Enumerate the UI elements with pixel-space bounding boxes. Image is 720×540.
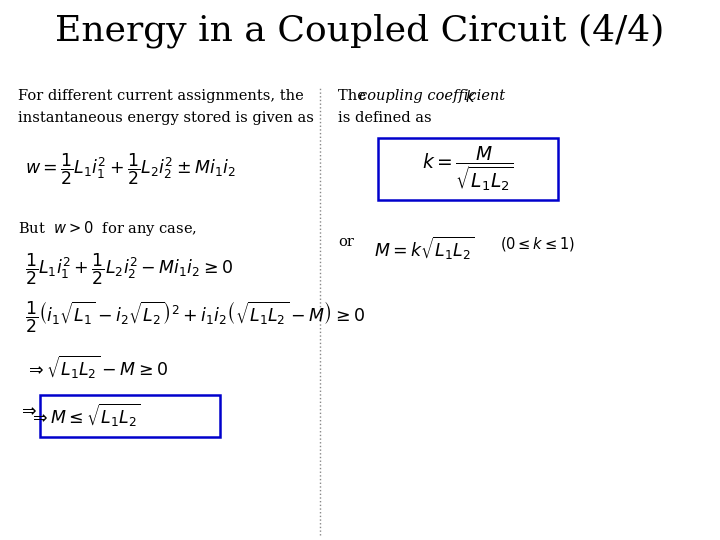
Text: $M = k\sqrt{L_1L_2}$: $M = k\sqrt{L_1L_2}$ [374,235,475,262]
Text: or: or [338,235,354,249]
Text: $(0 \leq k \leq 1)$: $(0 \leq k \leq 1)$ [500,235,575,253]
Text: $k$: $k$ [456,89,476,105]
Text: coupling coefficient: coupling coefficient [359,89,505,103]
Text: $w = \dfrac{1}{2}L_1i_1^2 + \dfrac{1}{2}L_2i_2^2 \pm Mi_1i_2$: $w = \dfrac{1}{2}L_1i_1^2 + \dfrac{1}{2}… [25,151,236,187]
Text: $\dfrac{1}{2}\left(i_1\sqrt{L_1} - i_2\sqrt{L_2}\right)^2 + i_1i_2\left(\sqrt{L_: $\dfrac{1}{2}\left(i_1\sqrt{L_1} - i_2\s… [25,300,366,335]
Text: For different current assignments, the: For different current assignments, the [18,89,304,103]
Text: $k = \dfrac{M}{\sqrt{L_1L_2}}$: $k = \dfrac{M}{\sqrt{L_1L_2}}$ [422,144,514,193]
Text: $\Rightarrow M \leq \sqrt{L_1L_2}$: $\Rightarrow M \leq \sqrt{L_1L_2}$ [29,402,140,429]
Text: $\dfrac{1}{2}L_1i_1^2 + \dfrac{1}{2}L_2i_2^2 - Mi_1i_2 \geq 0$: $\dfrac{1}{2}L_1i_1^2 + \dfrac{1}{2}L_2i… [25,251,233,287]
Text: is defined as: is defined as [338,111,432,125]
Text: $\Rightarrow$: $\Rightarrow$ [18,402,37,419]
Text: The: The [338,89,371,103]
Text: But  $w > 0$  for any case,: But $w > 0$ for any case, [18,219,197,238]
Text: Energy in a Coupled Circuit (4/4): Energy in a Coupled Circuit (4/4) [55,14,665,48]
Text: instantaneous energy stored is given as: instantaneous energy stored is given as [18,111,314,125]
Text: $\Rightarrow \sqrt{L_1L_2} - M \geq 0$: $\Rightarrow \sqrt{L_1L_2} - M \geq 0$ [25,354,168,381]
